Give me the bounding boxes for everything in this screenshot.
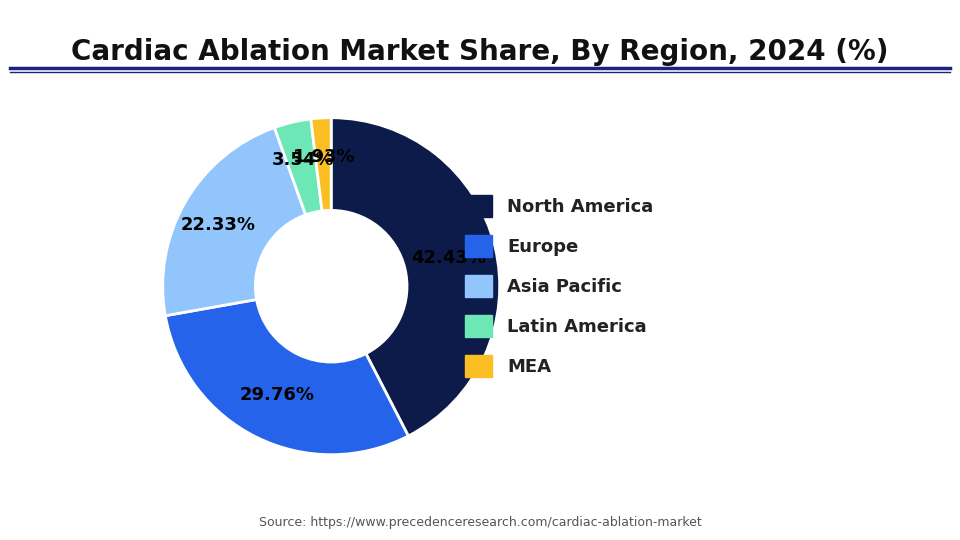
Wedge shape: [275, 119, 322, 215]
Wedge shape: [165, 300, 408, 455]
Text: 22.33%: 22.33%: [180, 217, 255, 234]
Wedge shape: [163, 127, 305, 316]
Text: 42.43%: 42.43%: [412, 248, 487, 267]
Text: 3.54%: 3.54%: [272, 151, 334, 168]
Text: 1.93%: 1.93%: [293, 148, 355, 166]
Text: Source: https://www.precedenceresearch.com/cardiac-ablation-market: Source: https://www.precedenceresearch.c…: [258, 516, 702, 529]
Wedge shape: [311, 118, 331, 211]
Wedge shape: [331, 118, 499, 436]
Text: 29.76%: 29.76%: [240, 386, 315, 404]
Text: Cardiac Ablation Market Share, By Region, 2024 (%): Cardiac Ablation Market Share, By Region…: [71, 38, 889, 66]
Legend: North America, Europe, Asia Pacific, Latin America, MEA: North America, Europe, Asia Pacific, Lat…: [458, 188, 660, 384]
